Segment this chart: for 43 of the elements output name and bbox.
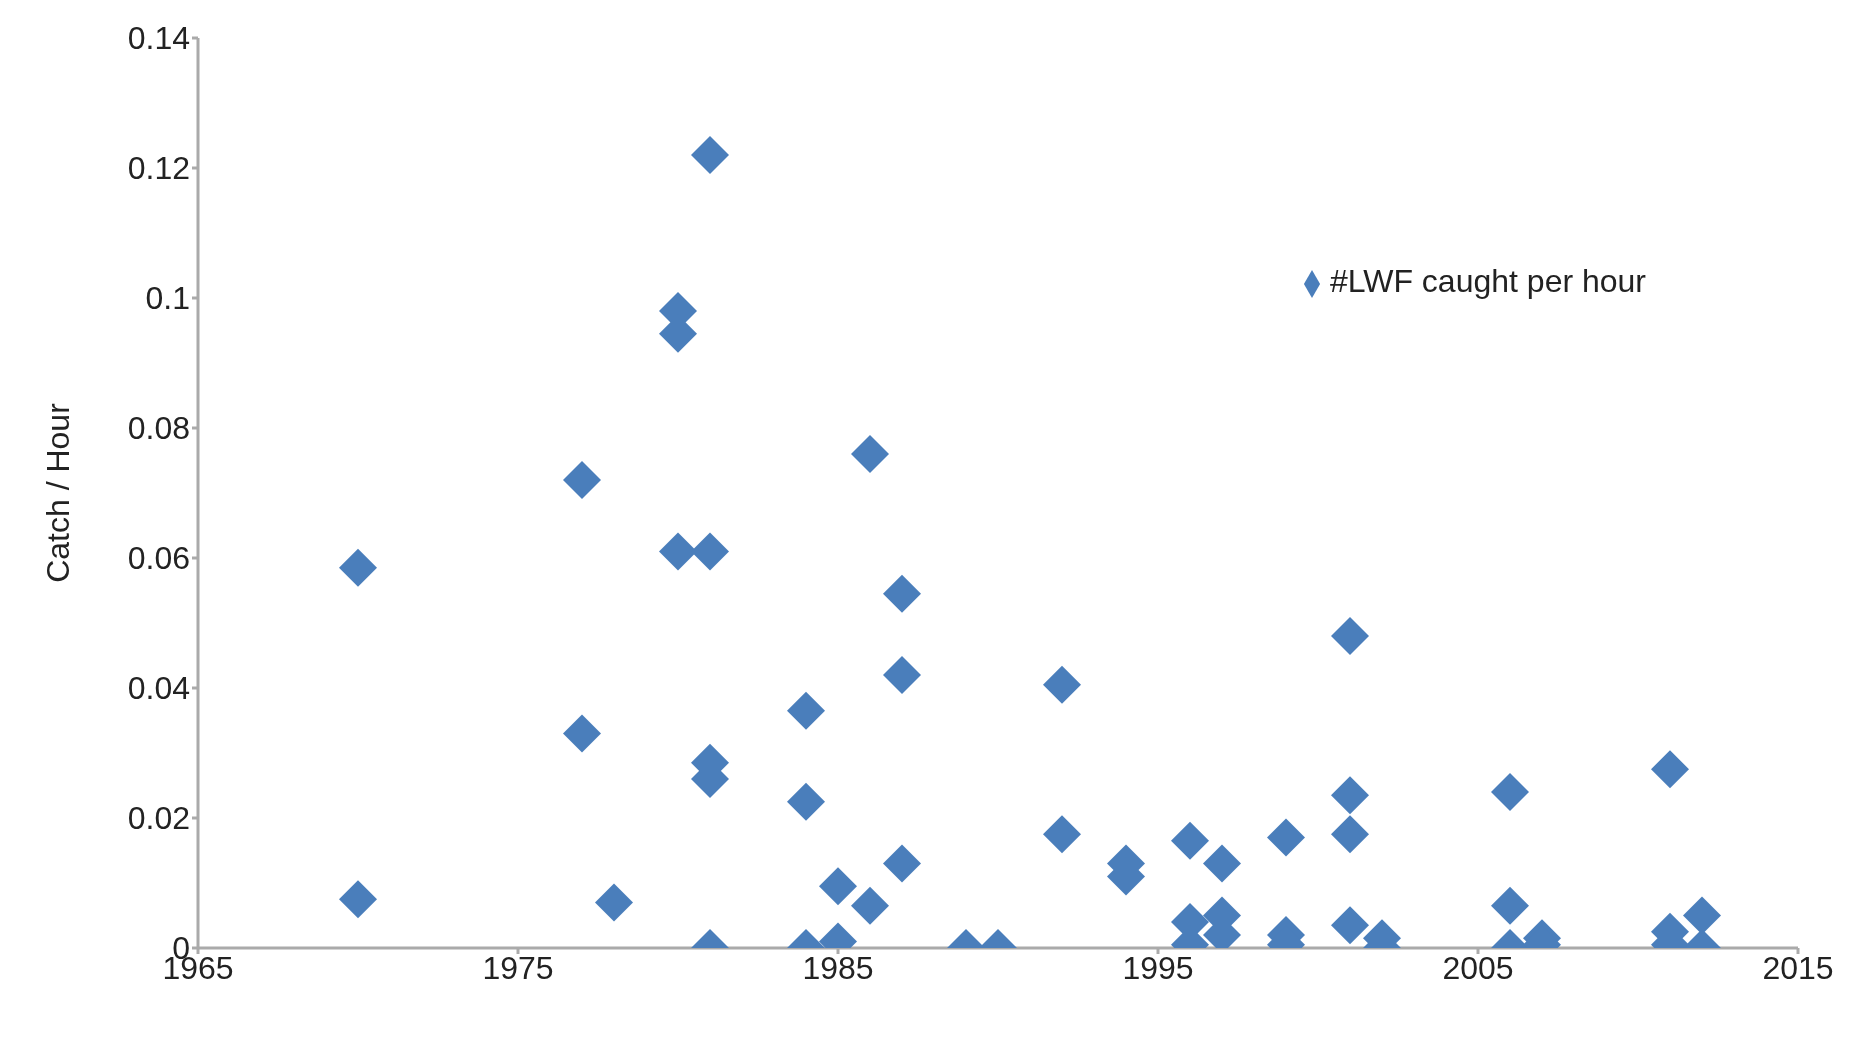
point — [339, 548, 377, 587]
y-axis-title: Catch / Hour — [40, 402, 77, 583]
point — [1171, 821, 1209, 860]
point — [851, 435, 889, 473]
point — [1331, 617, 1369, 655]
point — [883, 656, 921, 694]
x-tick-label: 2005 — [1442, 949, 1514, 986]
point — [851, 886, 889, 925]
x-tick-label: 1985 — [802, 949, 874, 986]
point — [787, 691, 825, 730]
point — [883, 844, 921, 883]
y-tick-label: 0.02 — [127, 800, 190, 837]
point — [787, 782, 825, 821]
point — [1491, 773, 1529, 811]
y-tick-label: 0.1 — [145, 280, 190, 317]
point — [563, 461, 601, 499]
y-tick-label: 0.06 — [127, 540, 190, 577]
point — [1203, 844, 1241, 883]
x-tick-label: 2015 — [1762, 949, 1834, 986]
point — [1491, 886, 1529, 925]
y-tick-label: 0.04 — [127, 670, 190, 707]
x-tick-label: 1975 — [482, 949, 554, 986]
y-tick-label: 0.14 — [127, 20, 190, 57]
point — [1043, 665, 1081, 704]
point — [563, 714, 601, 753]
x-tick-label: 1995 — [1122, 949, 1194, 986]
point — [339, 880, 377, 919]
point — [1043, 815, 1081, 854]
point — [819, 867, 857, 906]
point — [883, 574, 921, 613]
y-tick-label: 0.12 — [127, 150, 190, 187]
legend-label: #LWF caught per hour — [1330, 263, 1647, 299]
point — [1331, 776, 1369, 815]
point — [595, 883, 633, 922]
point — [1267, 818, 1305, 857]
point — [1331, 815, 1369, 854]
y-tick-label: 0.08 — [127, 410, 190, 447]
point — [659, 532, 697, 571]
point — [1683, 896, 1721, 935]
point — [1651, 750, 1689, 789]
point — [1331, 906, 1369, 945]
point — [691, 532, 729, 571]
point — [691, 136, 729, 174]
